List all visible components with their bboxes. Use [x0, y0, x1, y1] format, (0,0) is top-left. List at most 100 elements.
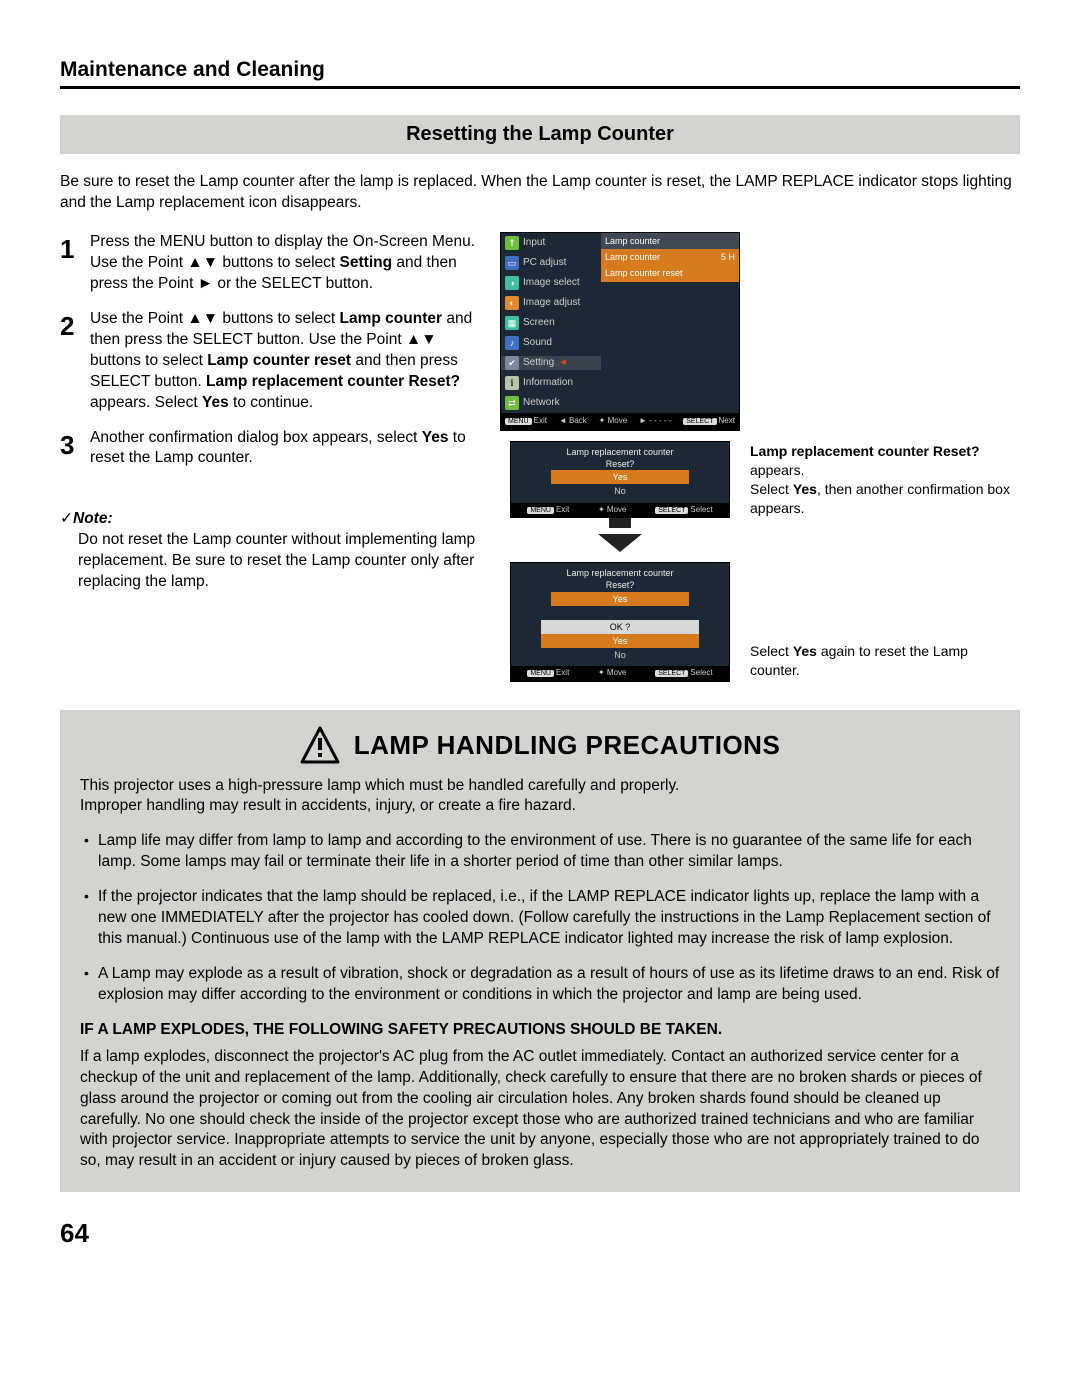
osd-item-label: PC adjust	[523, 256, 566, 270]
step-bold: Yes	[202, 394, 229, 411]
osd-dialog-1: Lamp replacement counter Reset? Yes No M…	[510, 441, 730, 518]
osd-item-label: Sound	[523, 336, 552, 350]
osd-lamp-reset-row: Lamp counter reset	[601, 265, 739, 281]
step-2: 2 Use the Point ▲▼ buttons to select Lam…	[60, 309, 490, 414]
osd-lamp-counter-row: Lamp counter 5 H	[601, 249, 739, 265]
osd-main-menu: ⇑Input▭PC adjust◑Image select◐Image adju…	[500, 232, 740, 431]
osd-item-label: Network	[523, 396, 560, 410]
step-text: to continue.	[229, 394, 313, 411]
step-body: Another confirmation dialog box appears,…	[90, 428, 490, 470]
note-body: Do not reset the Lamp counter without im…	[60, 530, 490, 593]
dlg-foot-move: ✦ Move	[598, 668, 627, 679]
osd-menu-item: ▦Screen	[501, 313, 601, 333]
osd-foot-back: ◄ Back	[559, 416, 587, 427]
osd-foot-move: ✦ Move	[599, 416, 628, 427]
caption-text: appears.	[750, 462, 804, 478]
section-heading: Maintenance and Cleaning	[60, 56, 1020, 89]
osd-item-icon: ▭	[505, 256, 519, 270]
caption-text: Select	[750, 643, 793, 659]
dlg-title: Lamp replacement counter	[511, 567, 729, 579]
step-1: 1 Press the MENU button to display the O…	[60, 232, 490, 295]
osd-counter-label: Lamp counter	[605, 251, 660, 263]
osd-item-icon: ⇄	[505, 396, 519, 410]
dlg-yes-2: Yes	[541, 634, 699, 648]
dlg-foot-exit: Exit	[556, 505, 569, 514]
osd-foot-badge: SELECT	[683, 418, 716, 425]
step-text: Another confirmation dialog box appears,…	[90, 429, 422, 446]
precaution-bullet: If the projector indicates that the lamp…	[98, 887, 1000, 950]
dlg-title: Lamp replacement counter	[511, 446, 729, 458]
warning-icon	[300, 726, 340, 766]
caption-bold: Lamp replacement counter Reset?	[750, 443, 980, 459]
precautions-intro: This projector uses a high-pressure lamp…	[80, 776, 1000, 818]
dlg-footer: MENUExit ✦ Move SELECTSelect	[511, 666, 729, 681]
step-bold: Lamp counter	[340, 310, 442, 327]
osd-item-icon: ♪	[505, 336, 519, 350]
osd-item-icon: ◑	[505, 276, 519, 290]
caption-bold: Yes	[793, 481, 817, 497]
osd-item-label: Setting	[523, 356, 554, 370]
osd-item-label: Input	[523, 236, 545, 250]
dlg-foot-select: Select	[690, 668, 712, 677]
step-bold: Yes	[422, 429, 449, 446]
dlg-yes: Yes	[551, 592, 689, 606]
osd-foot-dash: ► - - - - -	[639, 416, 671, 427]
step-bold: Setting	[340, 254, 393, 271]
osd-menu-item: ✔ Setting ◄	[501, 353, 601, 373]
precautions-subhead: IF A LAMP EXPLODES, THE FOLLOWING SAFETY…	[80, 1020, 1000, 1041]
dlg-foot-badge: SELECT	[655, 670, 688, 677]
precautions-box: LAMP HANDLING PRECAUTIONS This projector…	[60, 710, 1020, 1193]
precaution-bullet: Lamp life may differ from lamp to lamp a…	[98, 831, 1000, 873]
dlg-title: Reset?	[511, 458, 729, 470]
osd-item-label: Information	[523, 376, 573, 390]
dlg-foot-badge: MENU	[527, 670, 554, 677]
intro-text: Be sure to reset the Lamp counter after …	[60, 172, 1020, 214]
precautions-subbody: If a lamp explodes, disconnect the proje…	[80, 1047, 1000, 1173]
caption-bold: Yes	[793, 643, 817, 659]
subsection-heading: Resetting the Lamp Counter	[60, 115, 1020, 154]
dlg-foot-exit: Exit	[556, 668, 569, 677]
osd-item-label: Image adjust	[523, 296, 580, 310]
dlg-no: No	[511, 484, 729, 498]
caption-text: Select	[750, 481, 793, 497]
osd-menu-item: ▭ PC adjust	[501, 253, 601, 273]
step-body: Use the Point ▲▼ buttons to select Lamp …	[90, 309, 490, 414]
osd-dialog-2: Lamp replacement counter Reset? Yes OK ?…	[510, 562, 730, 682]
osd-menu-item: ℹ Information	[501, 373, 601, 393]
dlg-ok: OK ?	[541, 620, 699, 634]
step-text: appears. Select	[90, 394, 202, 411]
step-text: Use the Point ▲▼ buttons to select	[90, 310, 340, 327]
osd-item-icon: ℹ	[505, 376, 519, 390]
dlg-foot-badge: MENU	[527, 507, 554, 514]
osd-submenu-head: Lamp counter	[601, 233, 739, 249]
osd-menu-item: ♪ Sound	[501, 333, 601, 353]
step-3: 3 Another confirmation dialog box appear…	[60, 428, 490, 470]
osd-item-label: Image select	[523, 276, 580, 290]
osd-menu-item: ⇑Input	[501, 233, 601, 253]
osd-item-icon: ✔	[505, 356, 519, 370]
osd-footer: MENUExit ◄ Back ✦ Move ► - - - - - SELEC…	[501, 413, 739, 430]
step-number: 2	[60, 309, 90, 414]
caption-2: Select Yes again to reset the Lamp count…	[750, 642, 1020, 680]
osd-selected-arrow-icon: ◄	[558, 356, 568, 370]
osd-foot-badge: MENU	[505, 418, 532, 425]
page-number: 64	[60, 1216, 1020, 1251]
osd-menu-item: ◑ Image select	[501, 273, 601, 293]
prec-intro-line: Improper handling may result in accident…	[80, 797, 576, 814]
osd-item-icon: ▦	[505, 316, 519, 330]
dlg-no: No	[511, 648, 729, 662]
step-bold: Lamp counter reset	[207, 352, 351, 369]
step-number: 1	[60, 232, 90, 295]
osd-counter-value: 5 H	[721, 251, 735, 263]
caption-1: Lamp replacement counter Reset? appears.…	[750, 442, 1020, 518]
note-block: ✓Note: Do not reset the Lamp counter wit…	[60, 509, 490, 593]
step-number: 3	[60, 428, 90, 470]
dlg-title: Reset?	[511, 579, 729, 591]
arrow-down-icon	[500, 518, 740, 552]
step-bold: Lamp replacement counter Reset?	[206, 373, 460, 390]
step-body: Press the MENU button to display the On-…	[90, 232, 490, 295]
osd-foot-exit: Exit	[534, 416, 547, 425]
precautions-list: Lamp life may differ from lamp to lamp a…	[80, 831, 1000, 1005]
dlg-yes: Yes	[551, 470, 689, 484]
dlg-foot-badge: SELECT	[655, 507, 688, 514]
